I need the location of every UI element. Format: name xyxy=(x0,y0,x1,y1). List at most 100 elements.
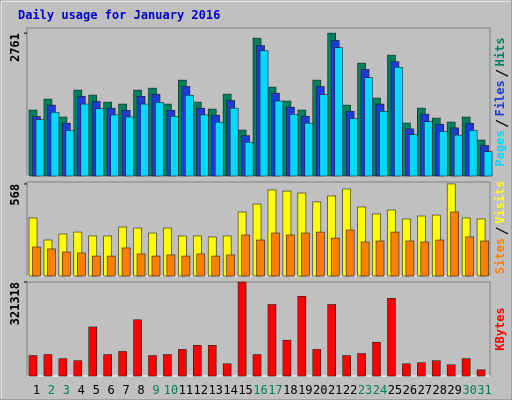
x-tick-label: 23 xyxy=(358,383,372,397)
x-tick-label: 11 xyxy=(179,383,193,397)
bar xyxy=(43,354,53,377)
bar xyxy=(420,241,430,277)
bar xyxy=(244,142,254,177)
x-tick-label: 25 xyxy=(388,383,402,397)
bar xyxy=(345,229,355,277)
bar xyxy=(394,67,403,177)
bar xyxy=(125,116,134,177)
y-tick: 321318 xyxy=(8,282,22,325)
bar xyxy=(453,134,463,177)
bar xyxy=(91,255,101,277)
bar xyxy=(196,253,206,277)
bar xyxy=(267,304,277,377)
bar xyxy=(483,151,493,177)
x-tick-label: 21 xyxy=(328,383,342,397)
bar xyxy=(271,232,280,277)
x-tick-label: 10 xyxy=(164,383,178,397)
legend-label: Hits xyxy=(493,37,507,66)
bar xyxy=(155,102,164,177)
bar xyxy=(121,247,131,277)
bar xyxy=(424,121,433,177)
x-tick-label: 18 xyxy=(283,383,297,397)
bar xyxy=(222,363,232,377)
bar xyxy=(289,114,299,177)
bar xyxy=(62,251,71,277)
bar xyxy=(252,354,262,377)
bar xyxy=(151,255,161,277)
x-tick-label: 30 xyxy=(462,383,476,397)
bar xyxy=(274,100,284,177)
bar xyxy=(315,231,325,277)
bar xyxy=(342,355,351,377)
bar xyxy=(327,304,337,377)
bar xyxy=(357,353,366,377)
bar xyxy=(312,349,322,377)
bar xyxy=(465,236,474,277)
bar xyxy=(450,211,459,277)
x-tick-label: 9 xyxy=(152,383,159,397)
bar xyxy=(438,131,448,177)
bar xyxy=(106,255,116,277)
legend-label: KBytes xyxy=(493,307,507,350)
legend-separator xyxy=(495,69,509,77)
bar xyxy=(241,234,250,277)
legend-label: Files xyxy=(493,80,507,116)
bar xyxy=(211,255,221,277)
legend-separator xyxy=(495,227,509,235)
legend-label: Visits xyxy=(493,181,507,224)
x-tick-label: 4 xyxy=(78,383,85,397)
bar xyxy=(118,351,127,377)
bar xyxy=(349,118,358,177)
bar xyxy=(461,358,471,377)
bar xyxy=(390,231,400,277)
bar xyxy=(256,239,265,277)
bar xyxy=(50,112,60,177)
bar xyxy=(229,107,239,177)
bar xyxy=(446,364,456,377)
x-tick-label: 3 xyxy=(63,383,70,397)
x-tick-label: 1 xyxy=(33,383,40,397)
bar xyxy=(301,232,310,277)
bar xyxy=(47,248,56,277)
x-tick-label: 6 xyxy=(108,383,115,397)
x-tick-label: 15 xyxy=(238,383,252,397)
bar xyxy=(297,295,307,377)
bar xyxy=(133,319,142,377)
bar xyxy=(417,362,426,377)
legend-separator xyxy=(495,119,509,127)
bar xyxy=(431,360,441,377)
bar xyxy=(95,108,105,177)
bar xyxy=(379,111,388,177)
bar xyxy=(372,341,381,377)
x-tick-label: 12 xyxy=(194,383,208,397)
legend: Pages Files Hits xyxy=(493,37,509,167)
legend: KBytes xyxy=(493,307,507,350)
bar xyxy=(73,360,83,377)
bar xyxy=(480,240,489,277)
x-tick-label: 26 xyxy=(403,383,417,397)
bar xyxy=(207,345,217,377)
bar xyxy=(178,349,187,377)
bar xyxy=(405,240,415,277)
bar xyxy=(360,241,370,277)
bar xyxy=(237,281,247,377)
bar xyxy=(148,355,157,377)
x-tick-label: 19 xyxy=(298,383,312,397)
bar xyxy=(185,94,194,177)
x-tick-label: 8 xyxy=(137,383,144,397)
x-tick-label: 22 xyxy=(343,383,357,397)
bar xyxy=(402,363,411,377)
y-tick-label: 321318 xyxy=(8,282,22,325)
y-tick-label: 568 xyxy=(8,184,22,206)
bar xyxy=(88,326,98,377)
x-tick-label: 27 xyxy=(418,383,432,397)
bar xyxy=(476,369,486,377)
bar xyxy=(28,355,38,377)
bar xyxy=(259,50,269,177)
x-tick-label: 14 xyxy=(223,383,237,397)
x-tick-label: 31 xyxy=(477,383,491,397)
x-tick-label: 7 xyxy=(122,383,129,397)
bar xyxy=(32,246,41,277)
bar xyxy=(192,345,202,377)
